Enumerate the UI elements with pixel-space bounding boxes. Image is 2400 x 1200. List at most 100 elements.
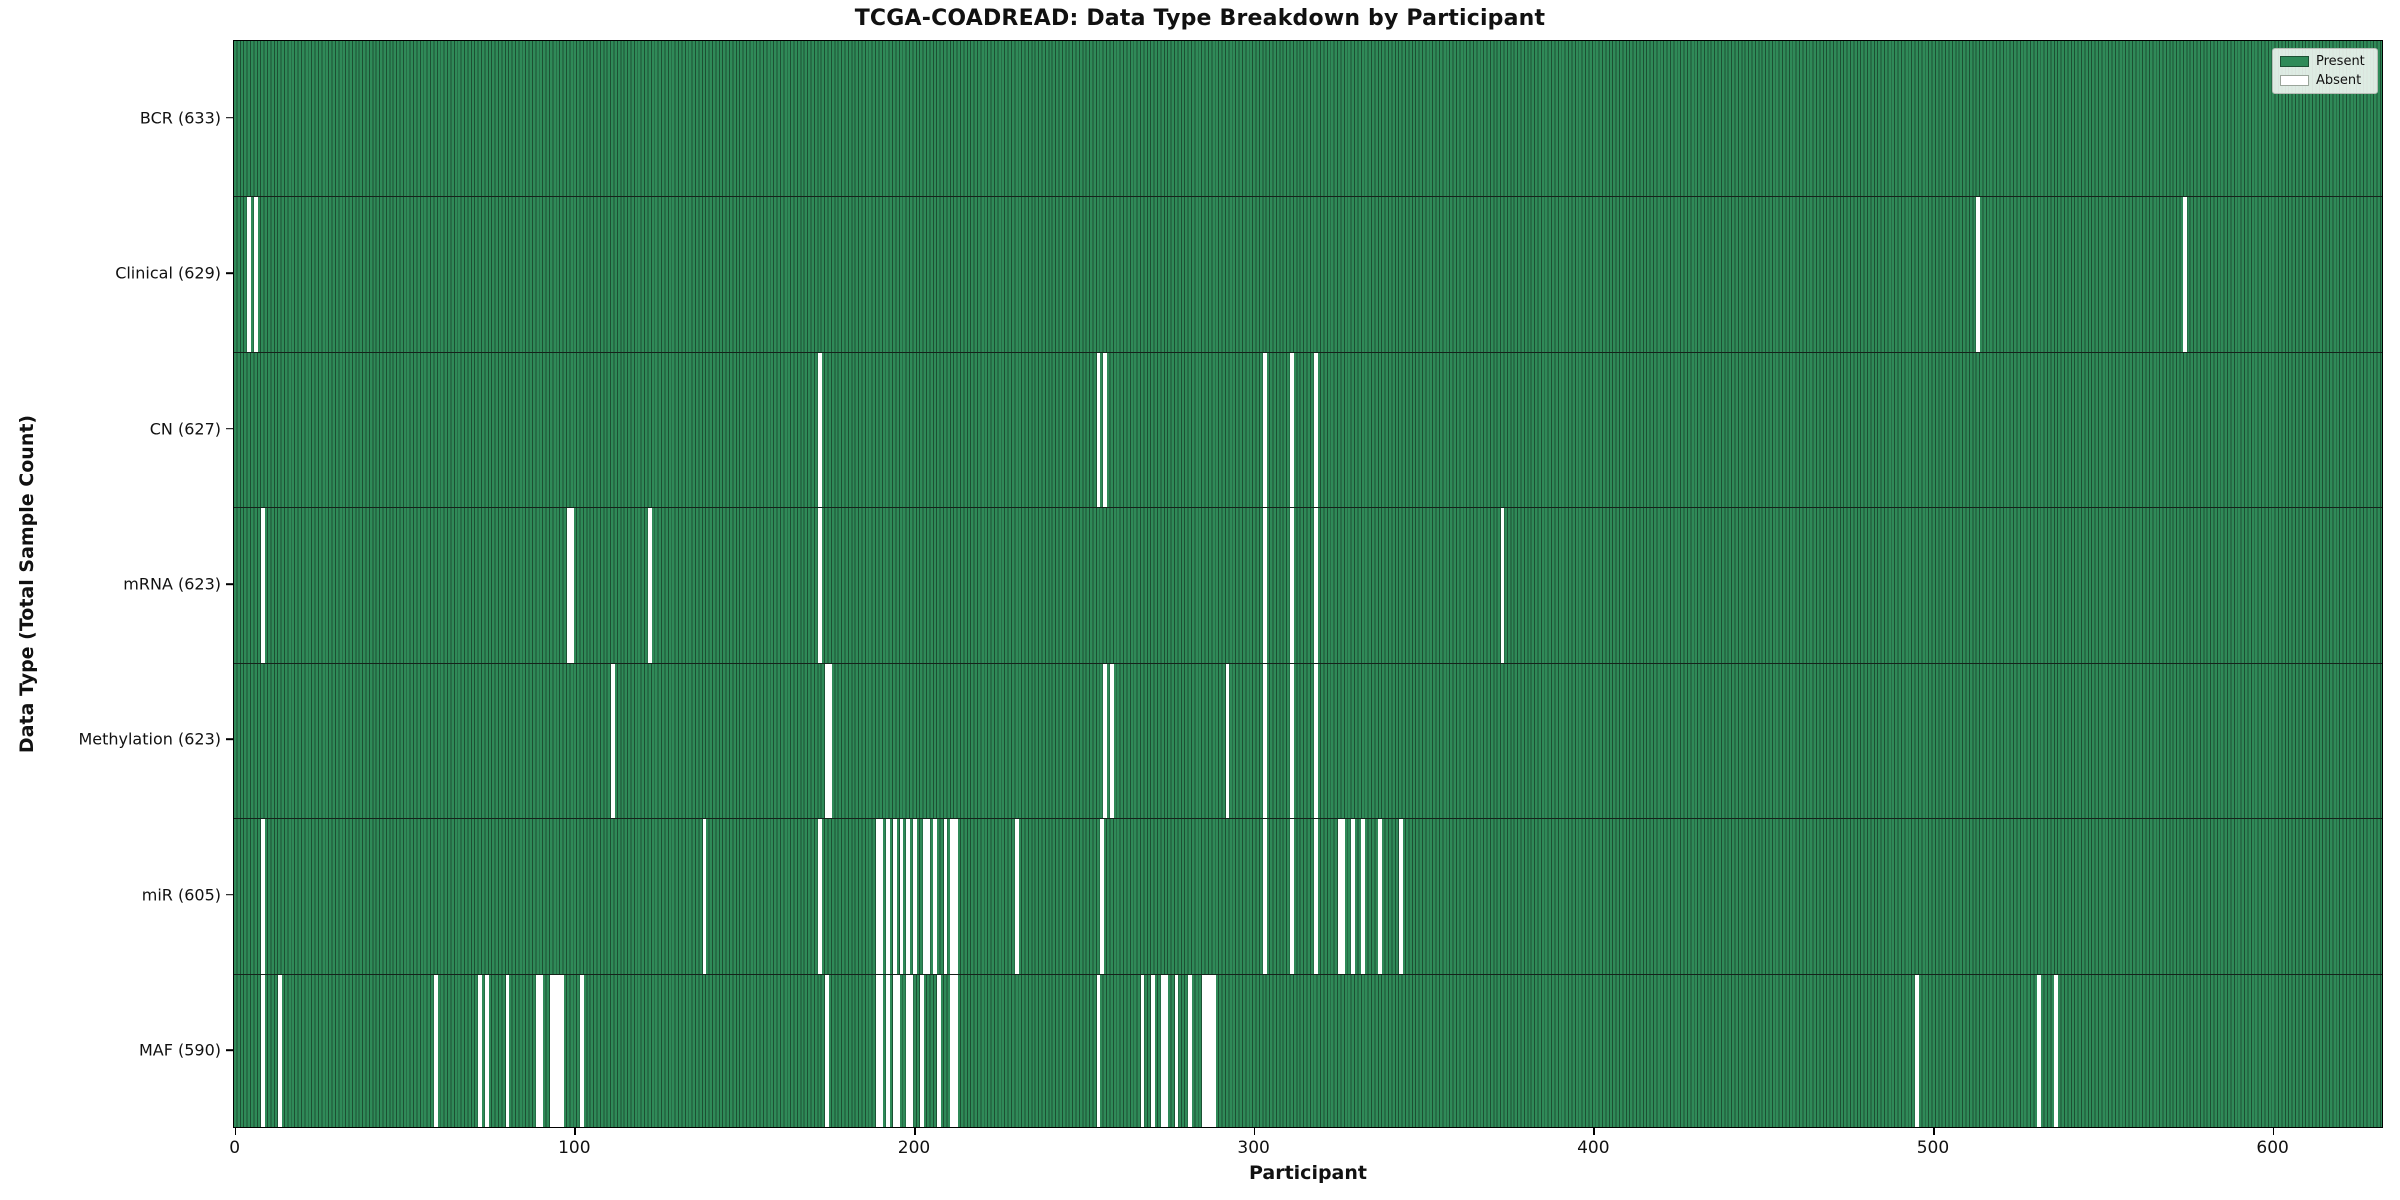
absent-mark [539, 974, 544, 1127]
x-tick-label: 0 [229, 1138, 241, 1158]
x-tick-mark [1593, 1128, 1595, 1135]
absent-mark [1341, 819, 1345, 974]
y-tick-mark [226, 894, 233, 896]
absent-mark [875, 819, 880, 974]
absent-mark [1099, 819, 1104, 974]
absent-mark [818, 508, 822, 663]
absent-mark [1313, 663, 1318, 819]
absent-mark [1164, 974, 1169, 1127]
absent-mark [1188, 974, 1192, 1127]
absent-mark [1915, 974, 1919, 1127]
absent-mark [950, 819, 955, 974]
absent-mark [2054, 974, 2059, 1127]
x-tick-mark [574, 1128, 576, 1135]
absent-mark [570, 508, 574, 663]
absent-mark [1103, 352, 1108, 508]
x-tick-mark [1932, 1128, 1935, 1135]
absent-mark [885, 974, 890, 1127]
absent-mark [933, 819, 938, 974]
absent-mark [943, 819, 948, 974]
x-tick-label: 200 [897, 1138, 931, 1158]
y-tick-label: Methylation (623) [78, 729, 221, 749]
y-tick-label: miR (605) [141, 885, 221, 905]
absent-mark [260, 508, 265, 663]
legend-label-absent: Absent [2316, 73, 2362, 88]
absent-mark [434, 974, 438, 1127]
absent-mark [1337, 819, 1342, 974]
absent-mark [1262, 663, 1267, 819]
data-type-row-miR [234, 818, 2382, 974]
y-tick-label: Clinical (629) [115, 263, 221, 283]
absent-mark [1378, 819, 1383, 974]
absent-mark [1096, 974, 1101, 1127]
absent-mark [828, 663, 832, 819]
absent-mark [478, 974, 483, 1127]
data-type-row-BCR [234, 41, 2382, 197]
absent-mark [1208, 974, 1213, 1127]
y-tick-label: mRNA (623) [123, 574, 221, 594]
x-tick-label: 600 [2256, 1138, 2289, 1158]
y-tick-mark [226, 738, 233, 741]
absent-mark [1015, 819, 1019, 974]
absent-mark [1201, 974, 1206, 1127]
absent-mark [879, 974, 883, 1127]
absent-mark [1976, 197, 1980, 352]
absent-mark [254, 197, 258, 352]
absent-mark [1313, 508, 1318, 663]
legend: Present Absent [2272, 48, 2378, 94]
absent-mark [824, 974, 829, 1127]
absent-mark [1398, 819, 1403, 974]
absent-mark [892, 819, 897, 974]
absent-mark [1290, 508, 1294, 663]
absent-mark [1313, 819, 1318, 974]
absent-mark [1150, 974, 1155, 1127]
absent-mark [1140, 974, 1145, 1127]
absent-mark [1174, 974, 1179, 1127]
absent-mark [1351, 819, 1356, 974]
x-tick-label: 500 [1916, 1138, 1950, 1158]
y-tick-mark [226, 1049, 233, 1052]
absent-mark [247, 197, 252, 352]
legend-entry-present: Present [2280, 54, 2370, 69]
y-tick-label: BCR (633) [139, 108, 221, 128]
y-tick-mark [226, 427, 233, 430]
absent-mark [879, 819, 883, 974]
absent-mark [505, 974, 510, 1127]
absent-mark [906, 974, 911, 1127]
chart-title: TCGA-COADREAD: Data Type Breakdown by Pa… [854, 6, 1546, 31]
absent-mark [260, 974, 265, 1127]
y-tick-mark [226, 116, 233, 119]
absent-mark [1262, 508, 1267, 663]
absent-mark [260, 819, 265, 974]
absent-mark [875, 974, 880, 1127]
y-tick-mark [226, 583, 233, 585]
absent-mark [553, 974, 557, 1127]
absent-mark [1225, 663, 1230, 819]
x-tick-label: 100 [558, 1138, 591, 1158]
data-type-row-mRNA [234, 507, 2382, 663]
x-tick-mark [234, 1128, 237, 1135]
absent-mark [953, 974, 958, 1127]
y-tick-label: MAF (590) [138, 1040, 221, 1060]
legend-label-present: Present [2316, 54, 2365, 69]
absent-swatch-icon [2280, 75, 2309, 86]
absent-mark [277, 974, 282, 1127]
absent-mark [702, 819, 707, 974]
plot-area [233, 40, 2383, 1128]
x-tick-mark [2272, 1128, 2275, 1135]
absent-mark [2183, 197, 2188, 352]
x-tick-mark [914, 1128, 916, 1135]
x-tick-label: 400 [1577, 1138, 1610, 1158]
absent-mark [913, 819, 917, 974]
absent-mark [1205, 974, 1209, 1127]
x-tick-mark [1253, 1128, 1256, 1135]
data-type-row-Clinical [234, 196, 2382, 352]
legend-entry-absent: Absent [2280, 73, 2370, 88]
absent-mark [580, 974, 585, 1127]
absent-mark [1161, 974, 1165, 1127]
absent-mark [1103, 663, 1108, 819]
data-type-row-Methylation [234, 662, 2382, 819]
absent-mark [1290, 663, 1294, 819]
absent-mark [892, 974, 897, 1127]
